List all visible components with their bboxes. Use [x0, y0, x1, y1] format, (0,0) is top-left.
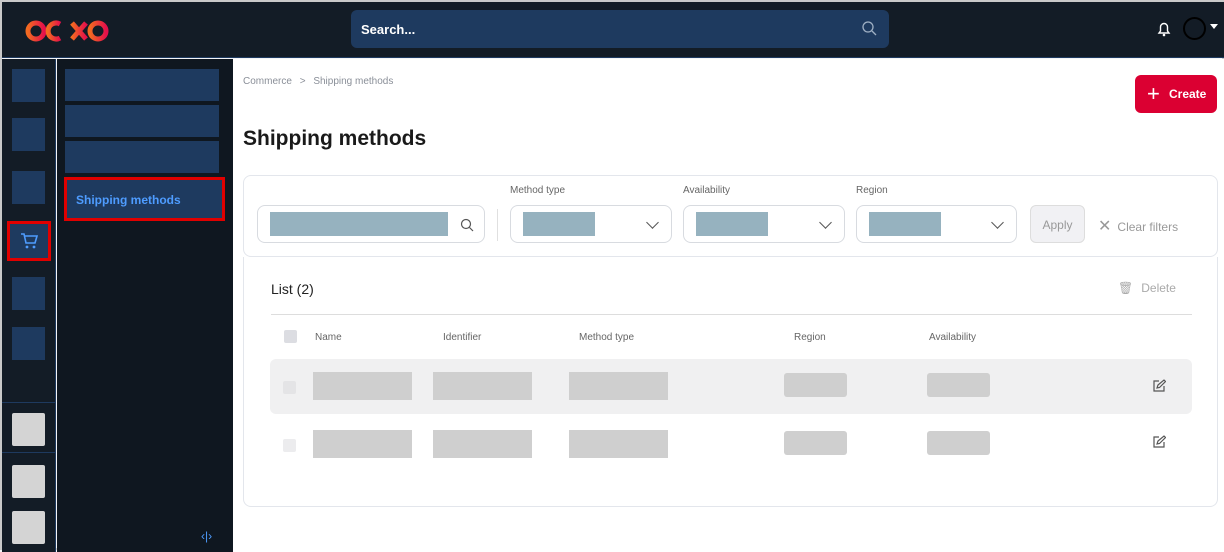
redacted-cell [784, 431, 847, 455]
apply-button[interactable]: Apply [1030, 205, 1085, 243]
create-label: Create [1169, 87, 1207, 101]
column-header-identifier[interactable]: Identifier [443, 332, 482, 343]
row-checkbox[interactable] [283, 439, 296, 452]
page-title: Shipping methods [243, 127, 427, 150]
menu-item-label: Shipping methods [76, 193, 181, 207]
rail-item[interactable] [12, 327, 45, 360]
menu-item-shipping-methods[interactable]: Shipping methods [64, 177, 225, 221]
redacted-cell [784, 373, 847, 397]
select-all-checkbox[interactable] [284, 330, 297, 343]
column-header-name[interactable]: Name [315, 332, 342, 343]
divider [271, 314, 1192, 315]
trash-icon: 🗑 [1118, 281, 1134, 295]
column-header-region[interactable]: Region [794, 332, 826, 343]
region-label: Region [856, 185, 888, 196]
secondary-menu: Shipping methods ‹|› [57, 59, 233, 552]
search-input[interactable]: Search... [351, 10, 889, 48]
rail-item[interactable] [12, 171, 45, 204]
redacted-value [523, 212, 595, 236]
list-title: List (2) [271, 281, 314, 297]
breadcrumb: Commerce > Shipping methods [243, 76, 393, 87]
divider [2, 452, 56, 453]
main-rail [2, 59, 56, 552]
redacted-cell [569, 372, 668, 400]
menu-item[interactable] [65, 69, 219, 101]
rail-item[interactable] [12, 277, 45, 310]
table-row[interactable] [270, 417, 1192, 472]
redacted-value [270, 212, 448, 236]
redacted-cell [927, 373, 990, 397]
redacted-cell [927, 431, 990, 455]
delete-label: Delete [1141, 281, 1176, 295]
divider [497, 209, 498, 241]
row-checkbox[interactable] [283, 381, 296, 394]
availability-select[interactable] [683, 205, 845, 243]
chevron-down-icon[interactable] [1210, 24, 1218, 29]
redacted-cell [433, 430, 532, 458]
redacted-cell [433, 372, 532, 400]
table-row[interactable] [270, 359, 1192, 414]
edit-icon[interactable] [1152, 379, 1166, 393]
create-button[interactable]: + Create [1135, 75, 1217, 113]
filter-search-input[interactable] [257, 205, 485, 243]
availability-label: Availability [683, 185, 731, 196]
method-type-select[interactable] [510, 205, 672, 243]
search-icon[interactable] [861, 20, 877, 36]
chevron-down-icon [646, 216, 659, 229]
close-icon: ✕ [1098, 218, 1112, 235]
rail-item[interactable] [12, 118, 45, 151]
bell-icon[interactable] [1157, 21, 1171, 37]
list-panel: List (2) 🗑 Delete Name Identifier Method … [243, 257, 1218, 507]
breadcrumb-separator: > [299, 76, 306, 87]
plus-icon: + [1147, 81, 1160, 106]
clear-filters-button[interactable]: ✕ Clear filters [1098, 216, 1178, 236]
menu-item[interactable] [65, 105, 219, 137]
rail-item[interactable] [12, 69, 45, 102]
ibexa-logo-icon [16, 20, 109, 42]
top-bar: Search... [2, 2, 1224, 58]
redacted-cell [313, 430, 412, 458]
filter-panel: Method type Availability Region Apply ✕ C… [243, 175, 1218, 257]
clear-filters-label: Clear filters [1117, 220, 1179, 234]
ibexa-logo[interactable] [14, 14, 109, 52]
rail-item-commerce[interactable] [7, 221, 51, 261]
menu-item[interactable] [65, 141, 219, 173]
main-content: Commerce > Shipping methods Shipping met… [233, 59, 1224, 552]
divider [2, 402, 56, 403]
breadcrumb-commerce[interactable]: Commerce [243, 76, 292, 87]
delete-button[interactable]: 🗑 Delete [1118, 281, 1176, 295]
chevron-down-icon [991, 216, 1004, 229]
method-type-label: Method type [510, 185, 566, 196]
rail-item[interactable] [12, 465, 45, 498]
redacted-value [869, 212, 941, 236]
search-icon [460, 218, 474, 232]
search-placeholder: Search... [361, 22, 416, 37]
rail-item[interactable] [12, 511, 45, 544]
column-header-availability[interactable]: Availability [929, 332, 977, 343]
collapse-toggle-icon[interactable]: ‹|› [201, 529, 213, 543]
edit-icon[interactable] [1152, 435, 1166, 449]
chevron-down-icon [819, 216, 832, 229]
column-header-method-type[interactable]: Method type [579, 332, 635, 343]
redacted-cell [313, 372, 412, 400]
redacted-cell [569, 430, 668, 458]
rail-item[interactable] [12, 413, 45, 446]
redacted-value [696, 212, 768, 236]
avatar[interactable] [1183, 17, 1206, 40]
cart-icon [21, 233, 39, 249]
region-select[interactable] [856, 205, 1017, 243]
breadcrumb-current: Shipping methods [313, 76, 394, 87]
